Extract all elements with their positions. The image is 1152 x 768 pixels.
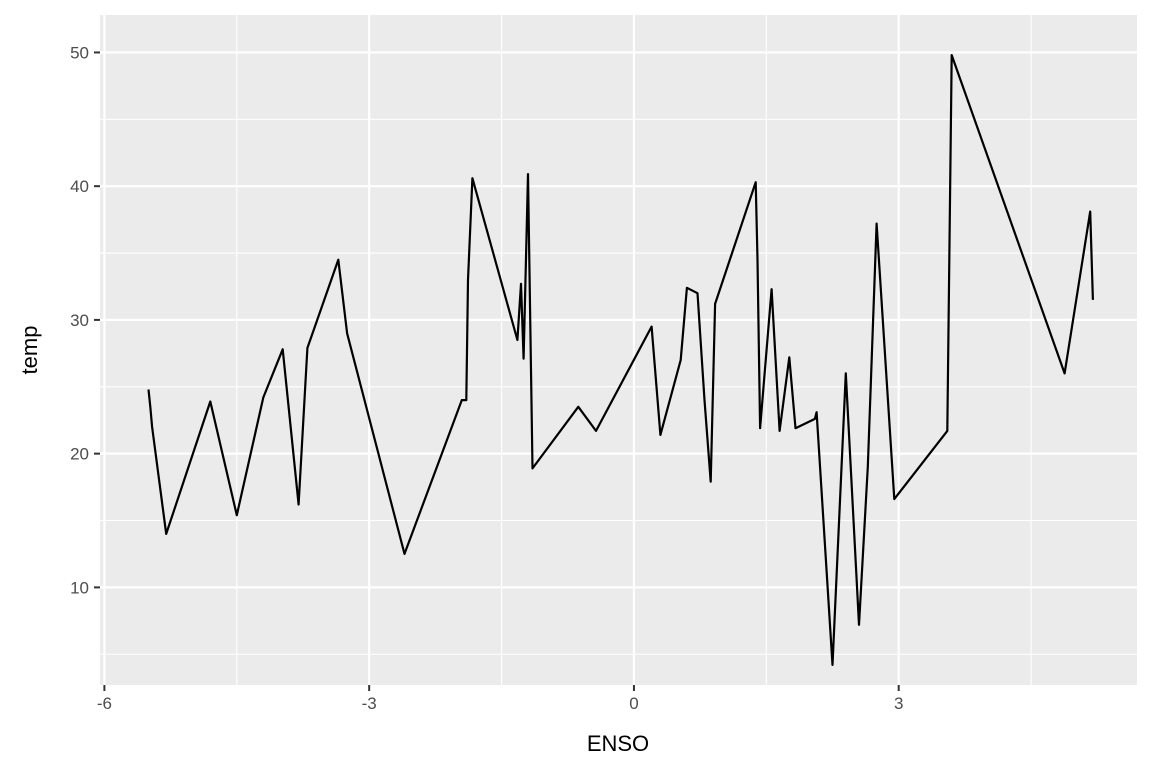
x-axis-title: ENSO	[587, 731, 649, 756]
x-tick-label: 3	[894, 694, 903, 713]
x-tick-label: 0	[629, 694, 638, 713]
minor-gridlines	[100, 15, 1137, 685]
x-tick-label: -6	[97, 694, 112, 713]
y-tick-label: 10	[70, 578, 89, 597]
y-axis-title: temp	[17, 326, 42, 375]
series-line	[147, 53, 1094, 667]
series-layer	[147, 53, 1094, 667]
y-tick-label: 40	[70, 177, 89, 196]
x-tick-label: -3	[362, 694, 377, 713]
x-axis: -6 -3 0 3	[97, 685, 903, 713]
y-tick-label: 20	[70, 445, 89, 464]
major-gridlines	[100, 15, 1137, 685]
y-axis: 10 20 30 40 50	[70, 43, 100, 597]
y-tick-label: 30	[70, 311, 89, 330]
y-tick-label: 50	[70, 43, 89, 62]
panel-background	[100, 15, 1137, 685]
